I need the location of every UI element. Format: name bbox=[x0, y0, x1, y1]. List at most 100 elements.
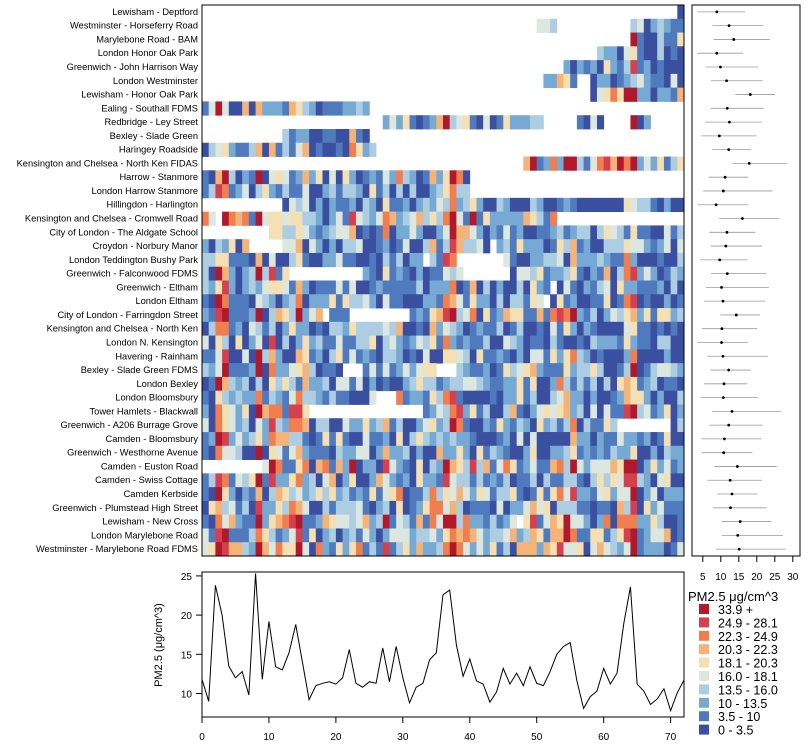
heatmap-cell bbox=[610, 294, 618, 309]
legend-label: 18.1 - 20.3 bbox=[718, 657, 778, 671]
heatmap-cell bbox=[376, 445, 384, 460]
heatmap-cell bbox=[376, 349, 384, 364]
heatmap-cell bbox=[248, 101, 256, 116]
heatmap-cell bbox=[329, 142, 337, 157]
heatmap-cell bbox=[590, 363, 598, 378]
heatmap-cell bbox=[583, 418, 591, 433]
heatmap-cell bbox=[523, 239, 531, 254]
heatmap-cell bbox=[335, 473, 343, 488]
heatmap-cell bbox=[282, 280, 290, 295]
heatmap-cell bbox=[603, 60, 611, 75]
heatmap-cell bbox=[262, 335, 270, 350]
heatmap-cell bbox=[202, 349, 210, 364]
heatmap-cell bbox=[650, 473, 658, 488]
heatmap-cell bbox=[677, 266, 685, 281]
heatmap-cell bbox=[483, 197, 491, 213]
heatmap-cell bbox=[289, 404, 297, 419]
heatmap-cell bbox=[617, 294, 625, 309]
heatmap-cell bbox=[228, 473, 236, 488]
heatmap-cell bbox=[202, 376, 210, 392]
heatmap-cell bbox=[262, 418, 270, 433]
heatmap-cell bbox=[637, 294, 645, 309]
heatmap-cell bbox=[536, 390, 544, 405]
heatmap-cell bbox=[677, 225, 685, 240]
heatmap-cell bbox=[516, 239, 524, 254]
heatmap-cell bbox=[563, 390, 571, 405]
heatmap-cell bbox=[650, 87, 658, 102]
heatmap-cell bbox=[389, 528, 397, 543]
heatmap-cell bbox=[637, 500, 645, 516]
heatmap-cell bbox=[556, 542, 564, 557]
heatmap-cell bbox=[543, 404, 551, 419]
heatmap-cell bbox=[376, 363, 384, 378]
heatmap-cell bbox=[248, 321, 256, 336]
heatmap-cell bbox=[657, 349, 665, 364]
heatmap-cell bbox=[496, 390, 504, 405]
heatmap-cell bbox=[396, 376, 404, 392]
heatmap-cell bbox=[449, 473, 457, 488]
heatmap-cell bbox=[235, 308, 243, 323]
heatmap-cell bbox=[630, 294, 638, 309]
heatmap-cell bbox=[262, 349, 270, 364]
heatmap-cell bbox=[315, 363, 323, 378]
heatmap-cell bbox=[456, 225, 464, 240]
heatmap-cell bbox=[409, 294, 417, 309]
heatmap-cell bbox=[409, 473, 417, 488]
heatmap-cell bbox=[208, 280, 216, 295]
heatmap-cell bbox=[289, 294, 297, 309]
site-label: Marylebone Road - BAM bbox=[96, 34, 198, 44]
heatmap-cell bbox=[402, 418, 410, 433]
heatmap-cell bbox=[449, 390, 457, 405]
heatmap-cell bbox=[536, 445, 544, 460]
heatmap-cell bbox=[289, 500, 297, 516]
heatmap-cell bbox=[369, 542, 377, 557]
heatmap-cell bbox=[255, 418, 263, 433]
heatmap-cell bbox=[623, 280, 631, 295]
heatmap-cell bbox=[335, 170, 343, 185]
heatmap-cell bbox=[335, 252, 343, 268]
heatmap-cell bbox=[670, 32, 678, 47]
heatmap-cell bbox=[429, 294, 437, 309]
heatmap-cell bbox=[248, 349, 256, 364]
heatmap-cell bbox=[409, 308, 417, 323]
heatmap-cell bbox=[663, 487, 672, 502]
heatmap-cell bbox=[362, 266, 370, 281]
heatmap-cell bbox=[637, 459, 645, 474]
heatmap-cell bbox=[382, 321, 390, 336]
heatmap-cell bbox=[596, 308, 605, 323]
heatmap-cell bbox=[563, 473, 571, 488]
heatmap-cell bbox=[355, 142, 364, 157]
heatmap-cell bbox=[255, 376, 263, 392]
heatmap-cell bbox=[503, 473, 511, 488]
heatmap-cell bbox=[543, 252, 551, 268]
heatmap-cell bbox=[335, 294, 343, 309]
heatmap-cell bbox=[543, 280, 551, 295]
site-label: Camden - Bloomsbury bbox=[106, 434, 199, 444]
heatmap-cell bbox=[242, 280, 250, 295]
heatmap-cell bbox=[416, 280, 424, 295]
heatmap-cell bbox=[596, 363, 605, 378]
site-mean-point bbox=[725, 272, 729, 276]
heatmap-cell bbox=[670, 156, 678, 171]
heatmap-cell bbox=[469, 514, 477, 529]
heatmap-cell bbox=[637, 514, 645, 529]
heatmap-cell bbox=[302, 542, 310, 557]
heatmap-cell bbox=[630, 376, 638, 392]
heatmap-cell bbox=[362, 170, 370, 185]
heatmap-cell bbox=[657, 156, 665, 171]
heatmap-cell bbox=[436, 335, 444, 350]
heatmap-cell bbox=[268, 280, 277, 295]
heatmap-cell bbox=[402, 445, 410, 460]
x-axis-tick-label: 50 bbox=[531, 732, 543, 743]
heatmap-cell bbox=[670, 87, 678, 102]
heatmap-cell bbox=[322, 101, 330, 116]
heatmap-cell bbox=[376, 500, 384, 516]
heatmap-cell bbox=[248, 514, 256, 529]
heatmap-cell bbox=[382, 528, 390, 543]
heatmap-cell bbox=[355, 128, 364, 144]
heatmap-cell bbox=[275, 211, 283, 226]
heatmap-cell bbox=[389, 487, 397, 502]
heatmap-cell bbox=[422, 321, 431, 336]
heatmap-cell bbox=[329, 239, 337, 254]
heatmap-cell bbox=[630, 390, 638, 405]
